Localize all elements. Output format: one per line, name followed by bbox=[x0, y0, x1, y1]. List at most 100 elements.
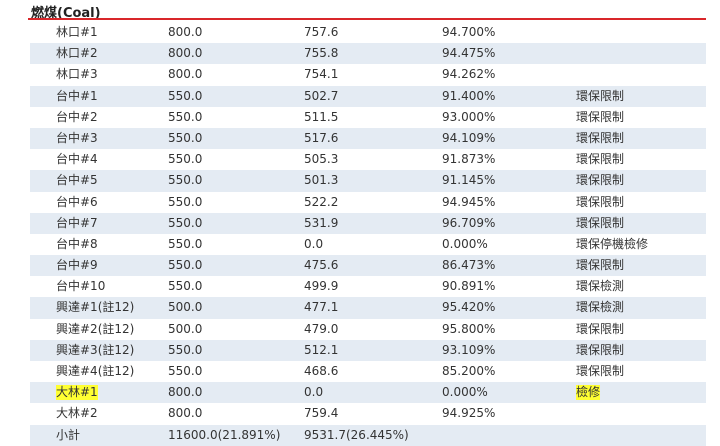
capacity: 500.0 bbox=[168, 321, 203, 336]
capacity: 800.0 bbox=[168, 46, 203, 61]
table-row: 台中#9 550.0 475.6 86.473% 環保限制 bbox=[30, 255, 706, 277]
capacity: 550.0 bbox=[168, 258, 203, 273]
capacity: 550.0 bbox=[168, 173, 203, 188]
capacity: 550.0 bbox=[168, 279, 203, 294]
output: 522.2 bbox=[304, 194, 339, 209]
table-row: 台中#2 550.0 511.5 93.000% 環保限制 bbox=[30, 107, 706, 128]
note: 環保限制 bbox=[576, 194, 625, 209]
table-row: 興達#4(註12) 550.0 468.6 85.200% 環保限制 bbox=[30, 361, 706, 382]
unit-name: 林口#1 bbox=[56, 25, 98, 39]
output: 0.0 bbox=[304, 385, 324, 400]
section-title: 燃煤(Coal) bbox=[31, 6, 101, 21]
note: 環保限制 bbox=[576, 152, 625, 167]
capacity: 550.0 bbox=[168, 88, 203, 103]
note: 環保檢測 bbox=[576, 279, 625, 294]
note: 環保限制 bbox=[576, 258, 625, 273]
output: 0.0 bbox=[304, 236, 324, 251]
ratio: 0.000% bbox=[442, 236, 488, 251]
note: 環保限制 bbox=[576, 173, 625, 188]
capacity: 800.0 bbox=[168, 406, 203, 421]
output: 511.5 bbox=[304, 109, 339, 124]
unit-name: 台中#2 bbox=[56, 109, 98, 124]
unit-name: 興達#2(註12) bbox=[56, 321, 135, 336]
unit-name: 林口#3 bbox=[56, 67, 98, 82]
ratio: 94.700% bbox=[442, 25, 496, 39]
ratio: 94.109% bbox=[442, 130, 496, 145]
table-row: 台中#3 550.0 517.6 94.109% 環保限制 bbox=[30, 127, 706, 150]
output: 517.6 bbox=[304, 130, 339, 145]
table-row: 台中#5 550.0 501.3 91.145% 環保限制 bbox=[30, 170, 706, 192]
ratio: 93.109% bbox=[442, 342, 496, 357]
table: 林口#1 800.0 757.6 94.700% 林口#2 800.0 755.8 94.47… bbox=[30, 22, 706, 446]
ratio: 86.473% bbox=[442, 258, 496, 273]
table-row: 林口#2 800.0 755.8 94.475% bbox=[30, 43, 706, 65]
output: 754.1 bbox=[304, 67, 339, 82]
unit-name: 大林#2 bbox=[56, 406, 98, 421]
ratio: 93.000% bbox=[442, 109, 496, 124]
ratio: 95.420% bbox=[442, 300, 496, 315]
note: 環保限制 bbox=[576, 130, 625, 145]
table-row: 小計 11600.0(21.891%) 9531.7(26.445%) bbox=[30, 424, 706, 446]
output: 479.0 bbox=[304, 321, 339, 336]
ratio: 96.709% bbox=[442, 215, 496, 230]
table-row: 台中#7 550.0 531.9 96.709% 環保限制 bbox=[30, 212, 706, 234]
table-row: 台中#1 550.0 502.7 91.400% 環保限制 bbox=[30, 85, 706, 107]
unit-name: 台中#7 bbox=[56, 215, 98, 230]
output: 757.6 bbox=[304, 25, 339, 39]
note: 環保限制 bbox=[576, 109, 625, 124]
capacity: 550.0 bbox=[168, 342, 203, 357]
ratio: 91.873% bbox=[442, 152, 496, 167]
table-row: 林口#1 800.0 757.6 94.700% bbox=[30, 22, 706, 43]
capacity: 800.0 bbox=[168, 25, 203, 39]
table-row: 台中#8 550.0 0.0 0.000% 環保停機檢修 bbox=[30, 234, 706, 255]
output: 502.7 bbox=[304, 88, 339, 103]
table-row: 大林#2 800.0 759.4 94.925% bbox=[30, 403, 706, 424]
capacity: 550.0 bbox=[168, 364, 203, 378]
capacity: 11600.0(21.891%) bbox=[168, 427, 281, 442]
unit-name: 小計 bbox=[56, 427, 81, 442]
ratio: 94.262% bbox=[442, 67, 496, 82]
unit-name: 台中#1 bbox=[56, 88, 98, 103]
ratio: 94.925% bbox=[442, 406, 496, 421]
ratio: 90.891% bbox=[442, 279, 496, 294]
capacity: 550.0 bbox=[168, 130, 203, 145]
ratio: 91.145% bbox=[442, 173, 496, 188]
unit-name: 興達#4(註12) bbox=[56, 364, 135, 378]
output: 531.9 bbox=[304, 215, 339, 230]
capacity: 550.0 bbox=[168, 236, 203, 251]
table-row: 大林#1 800.0 0.0 0.000% 檢修 bbox=[30, 382, 706, 404]
note: 環保檢測 bbox=[576, 300, 625, 315]
capacity: 800.0 bbox=[168, 385, 203, 400]
ratio: 0.000% bbox=[442, 385, 488, 400]
capacity: 550.0 bbox=[168, 152, 203, 167]
note: 環保停機檢修 bbox=[576, 236, 649, 251]
ratio: 94.945% bbox=[442, 194, 496, 209]
output: 759.4 bbox=[304, 406, 339, 421]
unit-name: 台中#6 bbox=[56, 194, 98, 209]
ratio: 95.800% bbox=[442, 321, 496, 336]
output: 505.3 bbox=[304, 152, 339, 167]
capacity: 550.0 bbox=[168, 194, 203, 209]
capacity: 800.0 bbox=[168, 67, 203, 82]
note: 環保限制 bbox=[576, 342, 625, 357]
ratio: 91.400% bbox=[442, 88, 496, 103]
note: 環保限制 bbox=[576, 321, 625, 336]
note: 環保限制 bbox=[576, 364, 625, 378]
table-row: 興達#1(註12) 500.0 477.1 95.420% 環保檢測 bbox=[30, 297, 706, 319]
output: 512.1 bbox=[304, 342, 339, 357]
ratio: 94.475% bbox=[442, 46, 496, 61]
table-row: 興達#3(註12) 550.0 512.1 93.109% 環保限制 bbox=[30, 339, 706, 361]
capacity: 500.0 bbox=[168, 300, 203, 315]
capacity: 550.0 bbox=[168, 215, 203, 230]
table-row: 台中#4 550.0 505.3 91.873% 環保限制 bbox=[30, 149, 706, 170]
unit-name: 台中#9 bbox=[56, 258, 98, 273]
table-row: 興達#2(註12) 500.0 479.0 95.800% 環保限制 bbox=[30, 319, 706, 340]
note: 檢修 bbox=[576, 385, 601, 401]
unit-name: 台中#4 bbox=[56, 152, 98, 167]
unit-name: 興達#3(註12) bbox=[56, 342, 135, 357]
note: 環保限制 bbox=[576, 88, 625, 103]
table-row: 台中#10 550.0 499.9 90.891% 環保檢測 bbox=[30, 276, 706, 297]
output: 475.6 bbox=[304, 258, 339, 273]
output: 501.3 bbox=[304, 173, 339, 188]
